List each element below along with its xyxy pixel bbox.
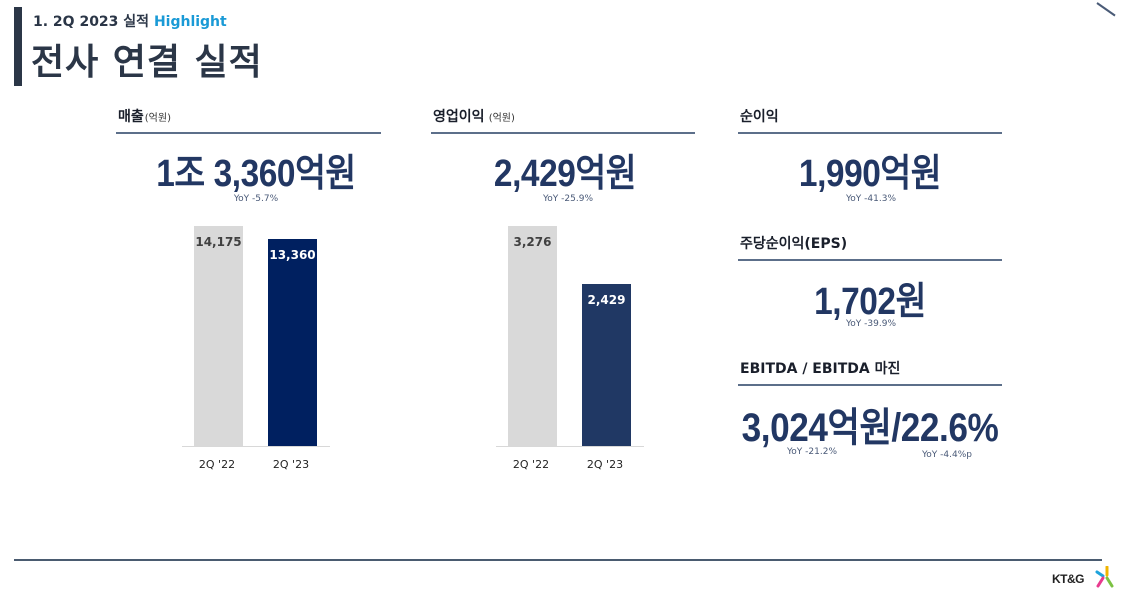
bar-2q22: 3,276: [508, 226, 557, 446]
ebitda-yoy-margin: YoY -4.4%p: [922, 450, 972, 460]
revenue-header: 매출(억원): [116, 109, 381, 134]
revenue-yoy: YoY -5.7%: [233, 194, 279, 204]
section-subtitle: 1. 2Q 2023 실적 Highlight: [33, 11, 227, 31]
bar-value: 14,175: [195, 235, 242, 249]
bar-2q23: 13,360: [268, 239, 317, 446]
net-income-yoy: YoY -41.3%: [845, 194, 896, 204]
revenue-label-text: 매출: [118, 109, 144, 125]
subtitle-highlight: Highlight: [153, 14, 227, 30]
operating-profit-value: 2,429억원: [493, 153, 637, 195]
bar-value: 13,360: [269, 248, 316, 262]
revenue-unit: (억원): [144, 113, 171, 124]
subtitle-prefix: 1. 2Q 2023 실적: [33, 14, 154, 30]
page-title: 전사 연결 실적: [31, 42, 263, 83]
operating-profit-label-text: 영업이익: [433, 109, 485, 125]
corner-decoration: [1096, 2, 1116, 17]
net-income-header: 순이익: [738, 109, 1002, 134]
net-income-value: 1,990억원: [798, 153, 942, 195]
net-income-label: 순이익: [740, 109, 779, 125]
operating-profit-header: 영업이익 (억원): [431, 109, 695, 134]
x-label: 2Q '22: [198, 458, 236, 471]
ebitda-value: 3,024억원/22.6%: [741, 406, 999, 450]
x-label: 2Q '23: [586, 458, 624, 471]
logo-text: KT&G: [1052, 572, 1085, 586]
operating-profit-yoy: YoY -25.9%: [542, 194, 593, 204]
x-label: 2Q '23: [272, 458, 310, 471]
eps-value: 1,702원: [814, 281, 926, 323]
ebitda-header: EBITDA / EBITDA 마진: [738, 361, 1002, 386]
eps-yoy: YoY -39.9%: [845, 319, 896, 329]
bar-2q23: 2,429: [582, 284, 631, 446]
revenue-label: 매출(억원): [118, 106, 171, 126]
chart-baseline: [182, 446, 330, 447]
operating-profit-unit: (억원): [485, 113, 515, 124]
ebitda-label: EBITDA / EBITDA 마진: [740, 361, 901, 377]
ktg-logo: KT&G: [1052, 566, 1114, 590]
title-accent-bar: [14, 7, 22, 86]
bar-2q22: 14,175: [194, 226, 243, 446]
bar-value: 2,429: [587, 293, 626, 307]
revenue-chart: 14,175 13,360: [182, 226, 330, 447]
footer-divider: [14, 559, 1102, 561]
revenue-value: 1조 3,360억원: [156, 153, 356, 195]
x-label: 2Q '22: [512, 458, 550, 471]
logo-mark-icon: [1095, 566, 1114, 588]
chart-baseline: [496, 446, 644, 447]
eps-label: 주당순이익(EPS): [740, 236, 848, 252]
operating-profit-chart: 3,276 2,429: [496, 226, 644, 447]
eps-header: 주당순이익(EPS): [738, 236, 1002, 261]
ebitda-yoy-amount: YoY -21.2%: [786, 447, 837, 457]
bar-value: 3,276: [513, 235, 552, 249]
operating-profit-label: 영업이익 (억원): [433, 106, 515, 126]
